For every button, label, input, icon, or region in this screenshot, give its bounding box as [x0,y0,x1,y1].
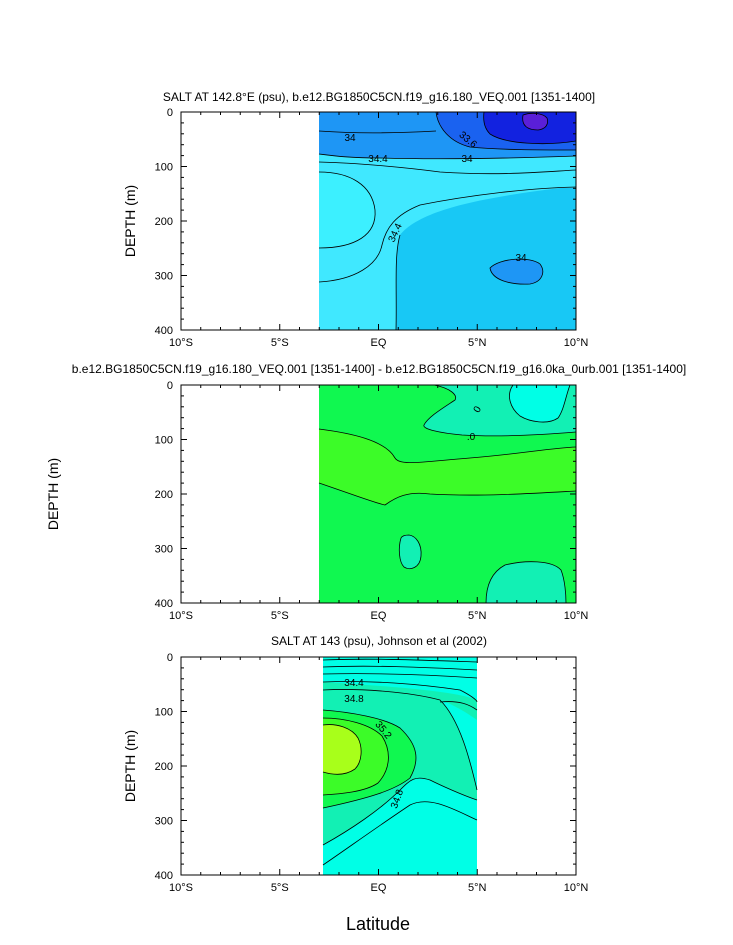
y-tick-label: 400 [155,325,173,337]
panel-1-ylabel: DEPTH (m) [122,185,138,257]
x-tick-label: EQ [371,610,387,622]
p3-region-upper-seafoam [323,682,477,720]
p2-region-lime-band [319,429,576,505]
y-tick-label: 200 [155,761,173,773]
x-tick-label: 10°S [169,882,193,894]
x-tick-label: 5°N [468,882,487,894]
x-tick-label: 10°N [564,882,589,894]
p2-region-aqua-top [509,385,570,423]
panel-3-contour-lines [322,658,478,866]
y-tick-label: 200 [155,216,173,228]
panel-2-title: b.e12.BG1850C5CN.f19_g16.180_VEQ.001 [13… [72,362,686,376]
y-tick-label: 300 [155,271,173,283]
y-tick-label: 400 [155,870,173,882]
p2-region-seafoam-blob [399,535,422,569]
y-tick-label: 0 [167,107,173,119]
p1-region-cyan [319,112,576,330]
x-tick-label: 5°S [271,337,289,349]
y-tick-label: 0 [167,380,173,392]
x-axis-label: Latitude [346,914,410,934]
panel-3-contour-fill [323,657,477,875]
p1-contour-label: 34 [344,133,356,144]
p3-contour-label: 34.4 [344,678,364,689]
panel-3-title: SALT AT 143 (psu), Johnson et al (2002) [271,634,487,648]
y-tick-label: 100 [155,162,173,174]
panel-2-contour-labels: 0 .0 [467,404,484,443]
p1-contour-label: 34 [461,154,473,165]
x-tick-label: 10°N [564,337,589,349]
panel-1-contour-lines [318,112,576,330]
p1-region-mid-blue-lower [490,259,543,285]
x-tick-label: 5°S [271,610,289,622]
panel-3: SALT AT 143 (psu), Johnson et al (2002) … [122,634,588,894]
x-tick-label: EQ [371,337,387,349]
panel-1: SALT AT 142.8°E (psu), b.e12.BG1850C5CN.… [122,90,595,349]
p2-contour-label: 0 [472,404,485,415]
x-tick-label: 10°S [169,610,193,622]
p1-contour-label: 34 [515,253,527,264]
y-tick-label: 400 [155,598,173,610]
x-tick-label: 10°N [564,610,589,622]
y-tick-label: 300 [155,816,173,828]
panel-3-axes: 10°S 5°S EQ 5°N 10°N 0 100 200 300 400 [155,652,589,894]
panel-1-axes: 10°S 5°S EQ 5°N 10°N 0 100 200 300 400 [155,107,589,349]
x-tick-label: 5°N [468,610,487,622]
y-tick-label: 0 [167,652,173,664]
y-tick-label: 100 [155,707,173,719]
panel-2: b.e12.BG1850C5CN.f19_g16.180_VEQ.001 [13… [72,362,686,622]
p3-region-lime [323,724,362,775]
panel-2-contour-lines [318,385,576,603]
panel-2-axes: 10°S 5°S EQ 5°N 10°N 0 100 200 300 400 [155,380,589,622]
p1-region-purple [522,113,548,130]
p2-region-seafoam-bottom [486,561,566,603]
panel-1-contour-fill [319,112,576,330]
y-tick-label: 300 [155,544,173,556]
panel-2-contour-fill [319,385,576,603]
p2-contour-label: .0 [467,432,476,443]
x-tick-label: 5°N [468,337,487,349]
p1-contour-label: 34.4 [368,154,388,165]
x-tick-label: 10°S [169,337,193,349]
y-tick-label: 100 [155,435,173,447]
panel-3-ylabel: DEPTH (m) [122,730,138,802]
y-tick-label: 200 [155,489,173,501]
panel-1-title: SALT AT 142.8°E (psu), b.e12.BG1850C5CN.… [163,90,595,104]
p3-contour-label: 34.8 [344,694,364,705]
x-tick-label: 5°S [271,882,289,894]
shared-ylabel: DEPTH (m) [45,458,61,530]
p1-region-light-cyan-bulge [319,172,376,248]
x-tick-label: EQ [371,882,387,894]
